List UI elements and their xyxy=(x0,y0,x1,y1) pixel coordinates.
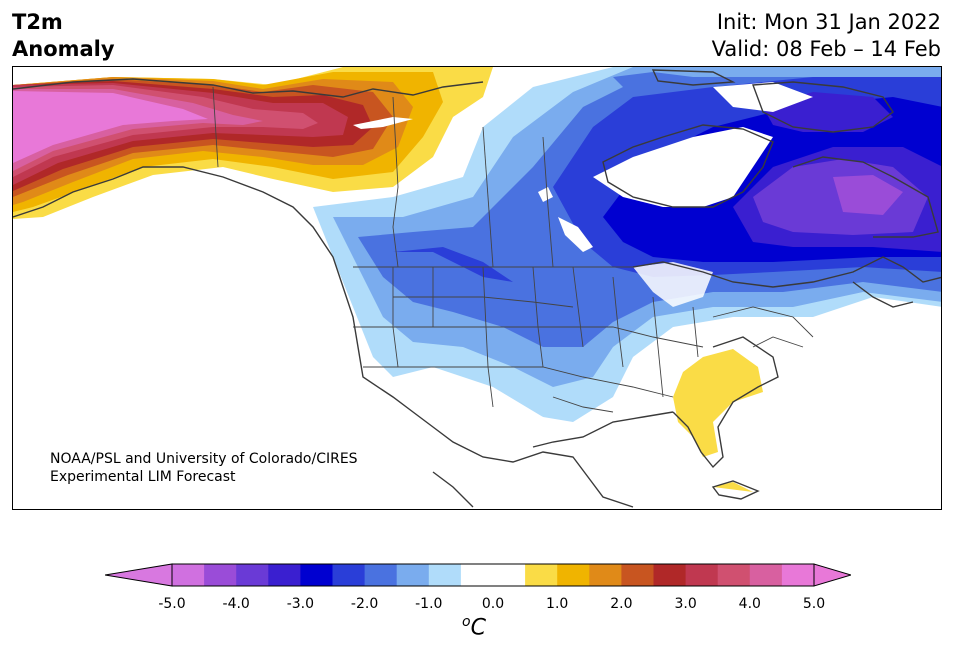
init-date-label: Init: Mon 31 Jan 2022 xyxy=(716,10,941,34)
colorbar-tick-label: 0.0 xyxy=(481,596,505,612)
unit-base: C xyxy=(470,615,486,641)
colorbar-segment xyxy=(557,564,590,586)
colorbar-segment xyxy=(653,564,687,586)
anomaly-map: NOAA/PSL and University of Colorado/CIRE… xyxy=(12,66,942,510)
colorbar xyxy=(105,563,851,587)
colorbar-segment xyxy=(204,564,237,586)
variable-title: T2m Anomaly xyxy=(12,9,115,63)
credit-text: NOAA/PSL and University of Colorado/CIRE… xyxy=(50,450,358,486)
map-canvas xyxy=(13,67,941,509)
alaska-warm-anomaly xyxy=(13,67,493,219)
colorbar-segment xyxy=(781,564,815,586)
colorbar-segment xyxy=(589,564,622,586)
colorbar-segment xyxy=(685,564,719,586)
colorbar-segment xyxy=(749,564,783,586)
colorbar-segment xyxy=(493,564,526,586)
colorbar-tick-label: -3.0 xyxy=(286,596,315,612)
colorbar-tick-label: 3.0 xyxy=(674,596,697,612)
colorbar-segment xyxy=(428,564,462,586)
date-title: Init: Mon 31 Jan 2022 Valid: 08 Feb – 14… xyxy=(712,9,941,63)
colorbar-segment xyxy=(300,564,333,586)
credit-line1: NOAA/PSL and University of Colorado/CIRE… xyxy=(50,451,358,467)
colorbar-over-arrow xyxy=(813,563,851,587)
credit-line2: Experimental LIM Forecast xyxy=(50,469,236,485)
colorbar-segment xyxy=(268,564,301,586)
colorbar-segment xyxy=(236,564,269,586)
colorbar-segment xyxy=(364,564,398,586)
colorbar-segment xyxy=(172,564,205,586)
unit-superscript: o xyxy=(462,614,471,630)
colorbar-segment xyxy=(717,564,751,586)
political-borders xyxy=(212,86,814,413)
colorbar-segments xyxy=(172,564,815,586)
colorbar-segment xyxy=(396,564,430,586)
colorbar-tick-label: -2.0 xyxy=(350,596,379,612)
colorbar-unit-label: oC xyxy=(462,614,486,640)
coastlines xyxy=(13,69,941,508)
colorbar-tick-label: 5.0 xyxy=(802,596,826,612)
colorbar-tick-label: -5.0 xyxy=(158,596,186,612)
colorbar-tick-label: 2.0 xyxy=(610,596,633,612)
colorbar-segment xyxy=(621,564,654,586)
colorbar-segment xyxy=(460,564,494,586)
water-bodies xyxy=(13,82,941,509)
colorbar-tick-label: -1.0 xyxy=(415,596,443,612)
variable-title-line2: Anomaly xyxy=(12,37,115,61)
colorbar-segment xyxy=(525,564,558,586)
colorbar-frame xyxy=(171,563,815,587)
central-cold-anomaly xyxy=(313,67,941,422)
colorbar-tick-label: 1.0 xyxy=(546,596,569,612)
southeast-warm-anomaly xyxy=(673,349,763,497)
colorbar-tick-label: -4.0 xyxy=(222,596,250,612)
colorbar-segment xyxy=(332,564,366,586)
colorbar-under-arrow xyxy=(105,563,173,587)
variable-title-line1: T2m xyxy=(12,10,63,34)
colorbar-tick-label: 4.0 xyxy=(738,596,761,612)
valid-date-label: Valid: 08 Feb – 14 Feb xyxy=(711,37,941,61)
